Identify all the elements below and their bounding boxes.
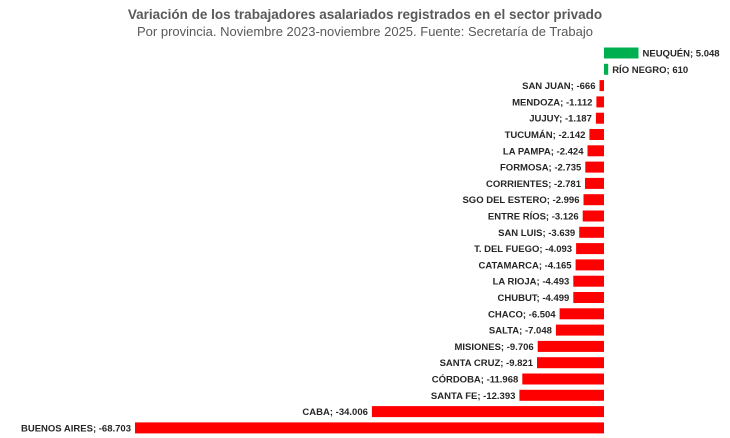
data-label: SGO DEL ESTERO; -2.996 (462, 195, 579, 206)
bar-caba (371, 406, 604, 418)
data-label: ENTRE RÍOS; -3.126 (488, 212, 579, 223)
bar-santa-cruz (537, 357, 604, 369)
bar-catamarca (575, 259, 604, 271)
chart-subtitle: Por provincia. Noviembre 2023-noviembre … (137, 24, 593, 39)
data-label: FORMOSA; -2.735 (500, 163, 582, 174)
chart-title: Variación de los trabajadores asalariado… (127, 7, 603, 22)
bar-jujuy (595, 112, 604, 124)
data-label: CATAMARCA; -4.165 (479, 260, 573, 271)
bar-entre-ríos (582, 210, 604, 222)
data-label: RÍO NEGRO; 610 (612, 65, 688, 76)
bar-formosa (585, 161, 604, 173)
data-label: SALTA; -7.048 (489, 326, 552, 337)
bar-buenos-aires (135, 422, 604, 434)
data-label: JUJUY; -1.187 (529, 114, 592, 125)
bar-neuquén (604, 47, 639, 59)
bar-santa-fe (519, 389, 604, 401)
bar-la-pampa (587, 145, 604, 157)
bar-sgo-del-estero (583, 194, 604, 206)
data-label: CABA; -34.006 (302, 407, 367, 418)
data-label: LA RIOJA; -4.493 (493, 277, 570, 288)
bar-san-juan (599, 80, 604, 92)
data-label: CHACO; -6.504 (488, 309, 556, 320)
data-label: T. DEL FUEGO; -4.093 (474, 244, 572, 255)
data-label: MISIONES; -9.706 (454, 342, 533, 353)
data-label: SANTA CRUZ; -9.821 (440, 358, 534, 369)
data-label: SAN JUAN; -666 (522, 81, 595, 92)
bar-mendoza (596, 96, 604, 108)
data-label: TUCUMÁN; -2.142 (505, 130, 586, 141)
data-label: MENDOZA; -1.112 (512, 97, 592, 108)
data-label: SANTA FE; -12.393 (431, 391, 515, 402)
bar-córdoba (522, 373, 604, 385)
data-label: BUENOS AIRES; -68.703 (21, 423, 131, 434)
data-label: CORRIENTES; -2.781 (486, 179, 582, 190)
bar-río-negro (604, 63, 609, 75)
bar-t-del-fuego (576, 243, 604, 255)
bar-san-luis (579, 226, 604, 238)
bar-la-rioja (573, 275, 604, 287)
data-label: SAN LUIS; -3.639 (498, 228, 575, 239)
bar-chubut (573, 292, 604, 303)
bar-corrientes (585, 177, 604, 189)
data-label: CÓRDOBA; -11.968 (432, 374, 519, 386)
bar-salta (555, 324, 604, 336)
bar-tucumán (589, 129, 604, 140)
data-label: CHUBUT; -4.499 (498, 293, 570, 304)
bar-chaco (559, 308, 604, 320)
bar-misiones (537, 340, 604, 352)
data-label: NEUQUÉN; 5.048 (643, 49, 720, 60)
data-label: LA PAMPA; -2.424 (503, 146, 584, 157)
